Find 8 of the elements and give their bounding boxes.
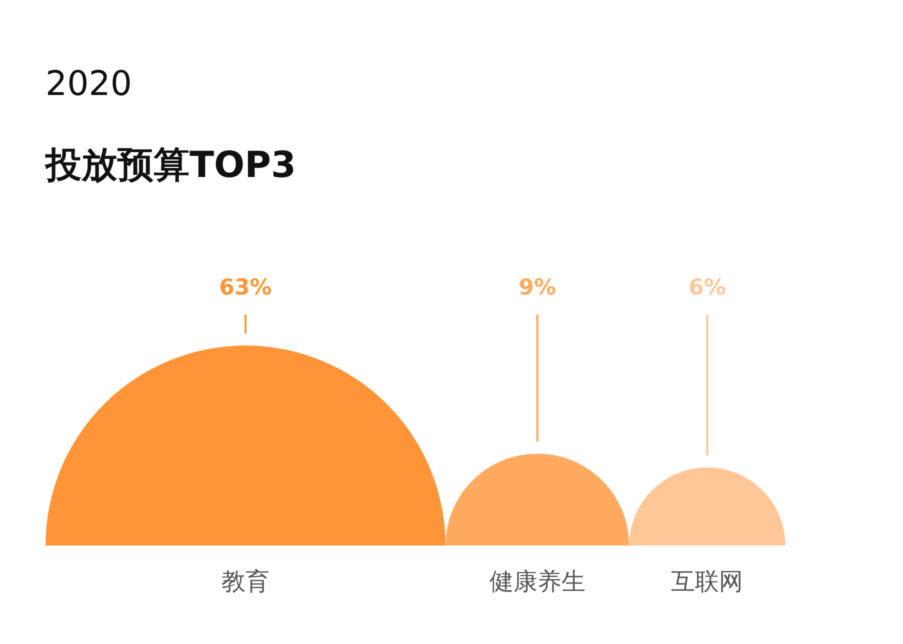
text: 2020 (46, 64, 132, 104)
data-label: 63% (219, 276, 272, 300)
category-label: 教育 (222, 568, 270, 596)
data-label: 9% (518, 276, 556, 300)
data-label: 6% (688, 276, 726, 300)
category-label: 健康养生 (489, 568, 586, 596)
text: 投放预算TOP3 (44, 145, 296, 186)
category-label: 互联网 (671, 568, 744, 596)
